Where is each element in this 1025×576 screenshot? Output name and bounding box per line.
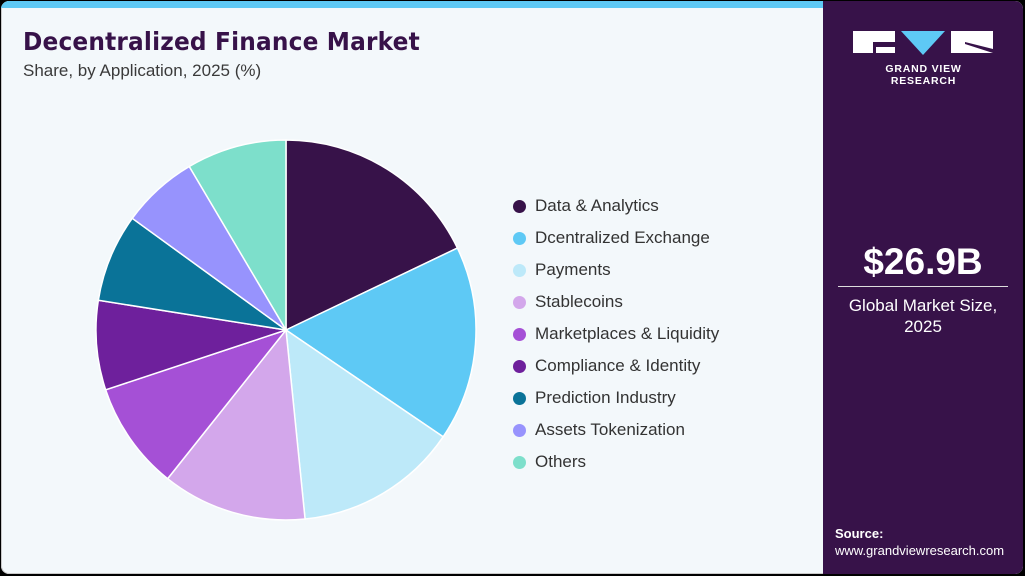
legend-label: Compliance & Identity (535, 356, 701, 375)
pie-slice (285, 139, 459, 332)
legend-dot-icon (513, 199, 526, 213)
market-size-value: $26.9B (863, 241, 983, 282)
legend-item: Compliance & Identity (513, 350, 719, 382)
legend-dot-icon (513, 327, 526, 341)
legend-item: Payments (513, 254, 719, 286)
legend-item: Stablecoins (513, 286, 719, 318)
accent-bar (1, 1, 823, 8)
info-panel: GRAND VIEW RESEARCH $26.9B Global Market… (823, 1, 1023, 574)
legend-dot-icon (513, 423, 526, 437)
legend-label: Assets Tokenization (535, 420, 685, 439)
legend-dot-icon (513, 231, 526, 245)
legend-dot-icon (513, 455, 526, 469)
legend-label: Dcentralized Exchange (535, 228, 710, 247)
chart-title: Decentralized Finance Market (23, 27, 420, 56)
brand-logo: GRAND VIEW RESEARCH (851, 29, 996, 87)
legend-item: Assets Tokenization (513, 414, 719, 446)
legend-item: Prediction Industry (513, 382, 719, 414)
market-size-label: Global Market Size, 2025 (823, 295, 1023, 337)
legend-dot-icon (513, 295, 526, 309)
legend: Data & Analytics Dcentralized Exchange Pay… (513, 190, 719, 478)
pie-slice (188, 139, 287, 333)
legend-label: Prediction Industry (535, 388, 676, 407)
legend-item: Marketplaces & Liquidity (513, 318, 719, 350)
market-size-label-line2: 2025 (904, 317, 942, 336)
pie-chart (95, 139, 477, 521)
brand-name: GRAND VIEW RESEARCH (885, 63, 962, 87)
pie-slice (284, 247, 477, 438)
legend-label: Payments (535, 260, 611, 279)
legend-label: Data & Analytics (535, 196, 659, 215)
legend-item: Others (513, 446, 719, 478)
legend-label: Others (535, 452, 587, 471)
market-size-label-line1: Global Market Size, (848, 296, 998, 315)
legend-dot-icon (513, 359, 526, 373)
legend-label: Marketplaces & Liquidity (535, 324, 720, 343)
divider (838, 286, 1008, 287)
chart-subtitle: Share, by Application, 2025 (%) (23, 61, 262, 80)
legend-label: Stablecoins (535, 292, 623, 311)
legend-dot-icon (513, 391, 526, 405)
pie-slice (104, 328, 289, 480)
pie-slice (166, 328, 306, 521)
source-heading: Source: (835, 526, 884, 541)
source-link[interactable]: www.grandviewresearch.com (835, 543, 1005, 558)
legend-dot-icon (513, 263, 526, 277)
legend-item: Data & Analytics (513, 190, 719, 222)
legend-item: Dcentralized Exchange (513, 222, 719, 254)
gvr-logo-icon (853, 31, 993, 55)
pie-slice (285, 328, 445, 520)
